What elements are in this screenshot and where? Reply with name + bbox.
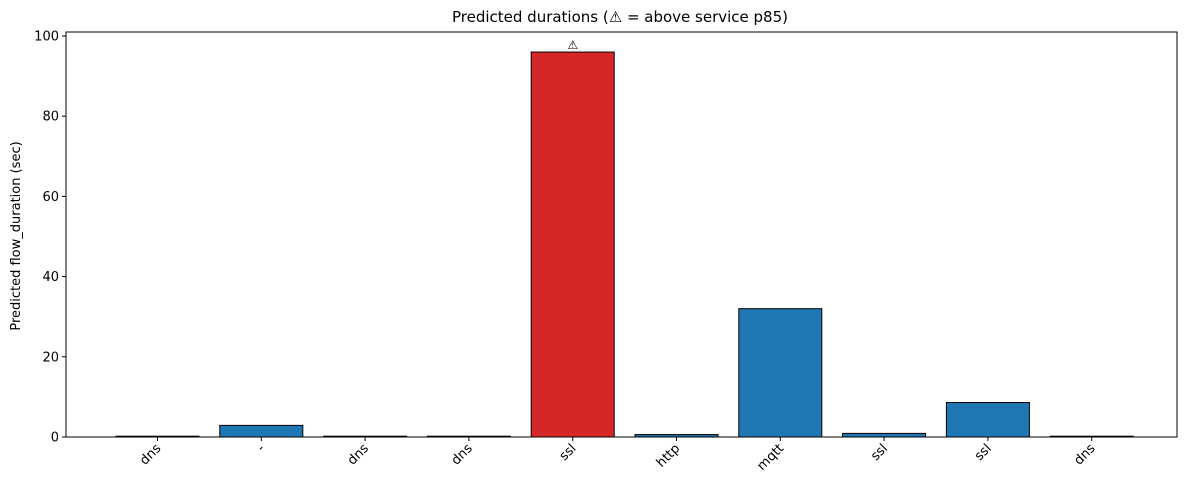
x-tick-label-9: dns (1071, 441, 1098, 468)
x-tick-label-2: dns (345, 441, 372, 468)
x-tick-label-1: - (254, 441, 268, 455)
y-tick-label-3: 60 (42, 190, 59, 205)
bar-7 (842, 432, 927, 438)
bar-1 (219, 424, 304, 438)
y-tick-label-2: 40 (42, 270, 59, 285)
y-tick-label-5: 100 (34, 30, 59, 45)
y-tick-label-0: 0 (51, 431, 59, 446)
x-tick-label-0: dns (137, 441, 164, 468)
x-tick-label-4: ssl (557, 441, 580, 464)
y-axis-label: Predicted flow_duration (sec) (9, 141, 24, 330)
bar-8 (945, 402, 1030, 438)
plot-area: ⚠ 0 20 40 60 80 100 dns - dns dns ssl http mqtt ssl ssl… (34, 30, 1178, 474)
x-tick-label-7: ssl (868, 441, 891, 464)
x-tick-label-6: mqtt (755, 441, 788, 474)
axes-frame (65, 31, 1178, 438)
bar-6 (738, 308, 823, 438)
y-tick-label-4: 80 (42, 110, 59, 125)
y-tick-label-1: 20 (42, 350, 59, 365)
x-tick-label-5: http (654, 441, 683, 470)
flag-label-4: ⚠ (567, 38, 578, 52)
bar-4 (530, 51, 615, 438)
chart-title: Predicted durations (⚠ = above service p… (452, 8, 788, 26)
x-tick-label-3: dns (449, 441, 476, 468)
x-tick-label-8: ssl (972, 441, 995, 464)
